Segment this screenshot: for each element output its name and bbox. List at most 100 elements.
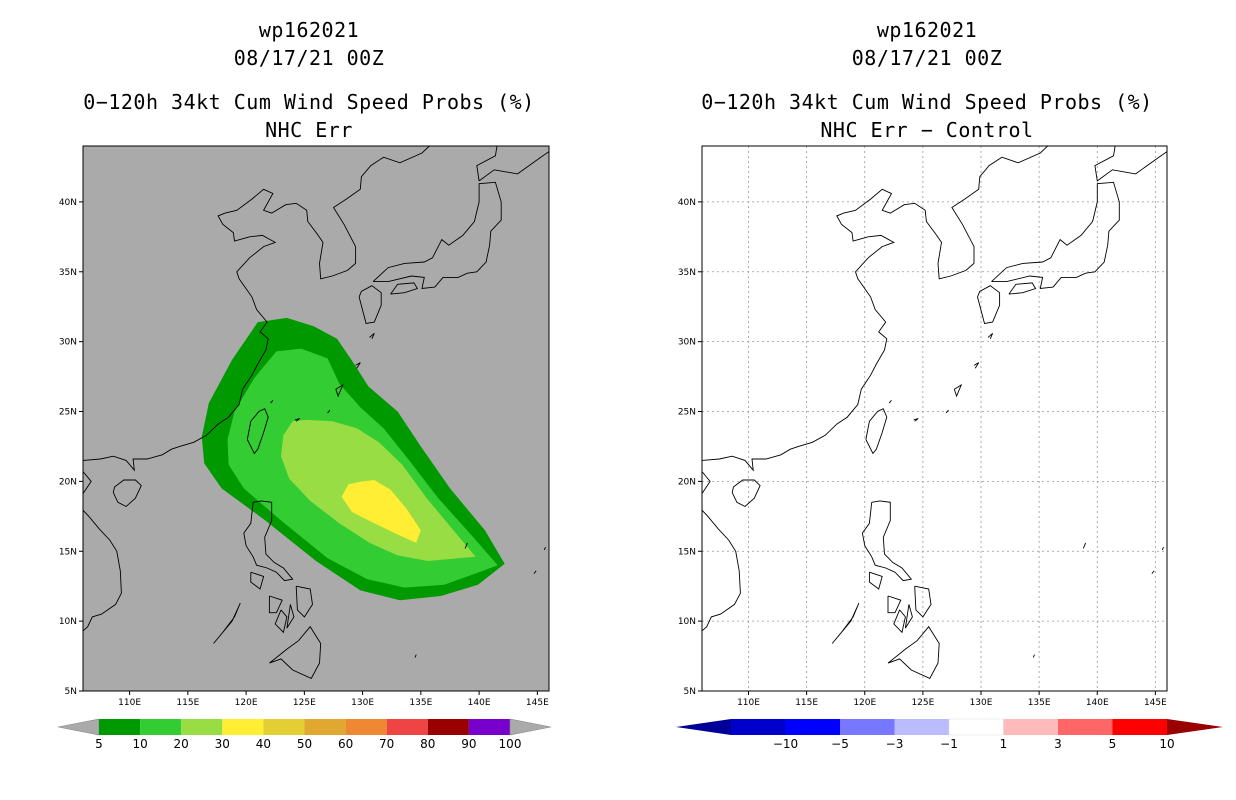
left-map: 110E 115E 120E 125E 130E 135E 140E 145E 40N 35N 30… [59,145,550,708]
lat-tick-label: 5N [65,687,77,697]
colorbar-label: −10 [773,737,798,751]
lon-tick-label: 135E [1028,698,1051,708]
coastline-segment [274,609,288,634]
lat-tick-label: 30N [678,338,696,348]
lon-tick-label: 110E [737,698,760,708]
coastline-segment [953,383,963,398]
axis-ticks: 110E 115E 120E 125E 130E 135E 140E 145E 40N 35N 30… [59,198,549,708]
coastline-segment [702,471,741,632]
coastline-segment [295,585,313,618]
lat-tick-label: 5N [684,687,696,697]
colorbar-swatch [386,719,428,735]
lat-tick-label: 10N [678,617,696,627]
coastline-segment [887,595,902,614]
colorbar-label: 80 [420,737,435,751]
coastline-segment [893,609,906,634]
panel-nhc-err-minus-control: wp162021 08/17/21 00Z 0−120h 34kt Cum Wi… [618,0,1236,800]
probability-contours [201,317,505,601]
product-title: 0−120h 34kt Cum Wind Speed Probs (%) [83,90,535,114]
coastline-segment [355,362,361,369]
coastline-segment [1097,151,1167,182]
coastline-segment [904,604,913,629]
colorbar-swatch [263,719,305,735]
colorbar-swatch [304,719,346,735]
colorbar-upper-arrow [1167,719,1223,735]
colorbar-swatch [731,719,786,735]
coastline-segment [861,500,913,582]
colorbar-label: 90 [461,737,476,751]
panel-subtitle: NHC Err − Control [820,118,1034,142]
coastline-segment [246,408,269,455]
panel-subtitle: NHC Err [265,118,353,142]
colorbar-probability: 5 10 20 30 40 50 60 70 80 90 100 [57,718,552,751]
colorbar-upper-arrow [509,718,552,736]
coastline-segment [268,595,283,614]
coastline-segment [83,146,431,472]
colorbar-label: 60 [338,737,353,751]
colorbar-label: −1 [940,737,958,751]
colorbar-swatch [99,719,141,735]
coastlines [702,146,1167,679]
colorbar-label: 10 [132,737,147,751]
colorbar-label: 70 [379,737,394,751]
colorbar-swatch [1058,719,1113,735]
colorbar-label: 3 [1054,737,1062,751]
colorbar-label: 5 [1109,737,1117,751]
colorbar-lower-arrow [57,718,100,736]
lon-tick-label: 115E [795,698,818,708]
colorbar-swatch [1112,719,1167,735]
coastline-segment [83,471,122,632]
coastline-segment [888,400,892,404]
coastline-segment [286,604,295,629]
coastline-segment [1151,570,1155,574]
map-frame [701,145,1168,692]
colorbar-label: 10 [1159,737,1174,751]
coastline-segment [731,479,761,508]
lon-tick-label: 130E [970,698,993,708]
coastline-segment [464,542,468,549]
lat-tick-label: 35N [678,268,696,278]
coastline-segment [213,602,241,644]
lat-tick-label: 25N [59,408,77,418]
coastline-segment [1032,654,1035,658]
lat-tick-label: 35N [59,268,77,278]
coastline-segment [478,151,549,182]
coastline-segment [543,546,546,551]
colorbar-swatch [894,719,949,735]
coastline-segment [913,418,919,422]
colorbar-label: 30 [215,737,230,751]
coastline-segment [973,362,980,369]
colorbar-swatch [181,719,223,735]
colorbar-swatch [345,719,387,735]
colorbar-swatch [222,719,264,735]
coastline-segment [269,625,322,679]
forecast-datetime: 08/17/21 00Z [233,46,385,70]
panel-nhc-err: wp162021 08/17/21 00Z 0−120h 34kt Cum Wi… [83,18,535,142]
coastline-segment [414,654,417,658]
forecast-datetime: 08/17/21 00Z [851,46,1003,70]
lat-tick-label: 20N [59,477,77,487]
coastline-segment [702,146,1049,472]
coastline-segment [335,383,344,398]
colorbar-label: 20 [174,737,189,751]
lon-tick-label: 135E [409,698,432,708]
coastline-segment [868,571,883,590]
lon-tick-label: 145E [526,698,549,708]
colorbar-label: 5 [95,737,103,751]
lon-tick-label: 125E [293,698,316,708]
coastline-segment [243,500,294,582]
coastline-segment [533,570,537,574]
storm-id: wp162021 [876,18,978,42]
coastline-segment [914,585,932,618]
coastline-segment [1008,282,1037,295]
colorbar-lower-arrow [676,719,731,735]
colorbar-label: 50 [297,737,312,751]
colorbar-swatch [140,719,182,735]
lat-tick-label: 40N [678,198,696,208]
coastline-segment [1094,146,1116,181]
coastline-segment [987,332,994,339]
colorbar-swatch [948,718,1004,736]
lat-tick-label: 15N [678,547,696,557]
colorbar-label: 40 [256,737,271,751]
